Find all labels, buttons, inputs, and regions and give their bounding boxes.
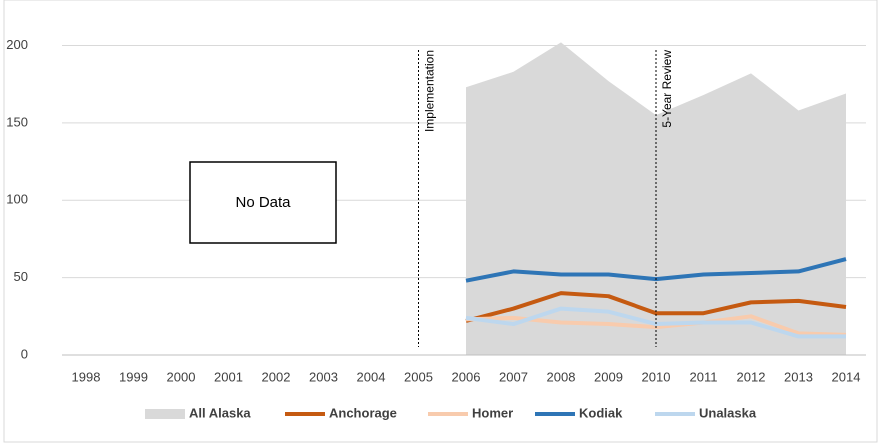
plot-area: 0 50 100 150 200 1998 1999 2000 2001 2002 2003 2004…: [6, 37, 866, 384]
legend-label: All Alaska: [189, 405, 251, 420]
x-tick-label: 1999: [119, 369, 148, 384]
y-tick-label: 0: [21, 346, 28, 361]
x-tick-label: 2005: [404, 369, 433, 384]
x-tick-label: 2000: [167, 369, 196, 384]
x-tick-label: 1998: [72, 369, 101, 384]
x-tick-label: 2013: [784, 369, 813, 384]
x-tick-label: 2002: [262, 369, 291, 384]
y-tick-label: 50: [14, 269, 28, 284]
x-tick-label: 2014: [832, 369, 861, 384]
x-tick-label: 2006: [452, 369, 481, 384]
x-tick-label: 2009: [594, 369, 623, 384]
x-tick-label: 2007: [499, 369, 528, 384]
legend-swatch: [145, 409, 185, 419]
y-tick-label: 200: [6, 37, 28, 52]
x-tick-label: 2008: [547, 369, 576, 384]
x-tick-label: 2001: [214, 369, 243, 384]
x-tick-label: 2011: [690, 369, 718, 384]
y-tick-label: 150: [6, 114, 28, 129]
x-tick-label: 2003: [309, 369, 338, 384]
x-tick-label: 2004: [357, 369, 386, 384]
line: [465, 291, 847, 323]
legend-label: Unalaska: [699, 405, 757, 420]
no-data-label: No Data: [235, 194, 291, 211]
y-tick-label: 100: [6, 192, 28, 207]
legend-label: Kodiak: [579, 405, 623, 420]
x-tick-label: 2010: [642, 369, 671, 384]
x-tick-label: 2012: [737, 369, 766, 384]
annotation-label: 5-Year Review: [660, 50, 674, 128]
legend-label: Homer: [472, 405, 513, 420]
legend-label: Anchorage: [329, 405, 397, 420]
line: [465, 306, 846, 339]
annotation-label: Implementation: [423, 50, 437, 132]
no-data-box: [189, 161, 337, 244]
